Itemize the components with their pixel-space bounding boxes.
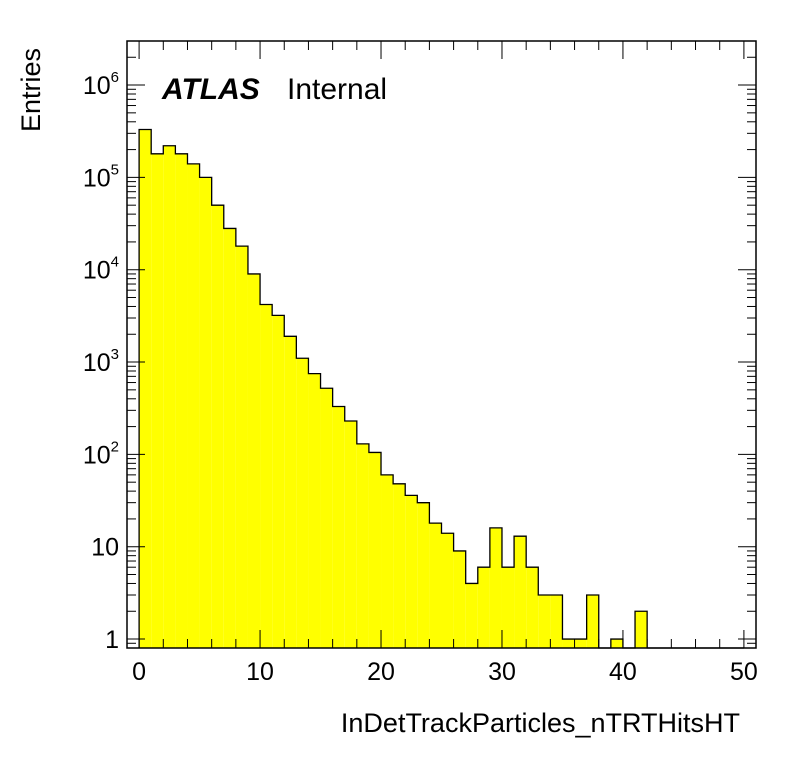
- x-tick-label: 10: [246, 658, 274, 686]
- y-tick-labels: 1 10 102 103 104 105 106: [83, 69, 119, 654]
- histogram-bin-27: [465, 583, 478, 648]
- y-tick-label: 106: [83, 69, 119, 100]
- histogram-bin-25: [441, 533, 454, 648]
- x-tick-label: 20: [367, 658, 395, 686]
- y-tick-label: 1: [105, 626, 119, 654]
- histogram-bin-18: [356, 443, 369, 648]
- histogram-bin-30: [501, 567, 515, 648]
- histogram-bin-1: [151, 153, 164, 648]
- x-tick-label: 0: [132, 658, 146, 686]
- histogram-bin-31: [514, 536, 527, 648]
- histogram-bin-36: [574, 639, 587, 648]
- y-tick-label: 103: [83, 346, 119, 377]
- histogram-bin-14: [308, 373, 321, 648]
- x-axis-title: InDetTrackParticles_nTRTHitsHT: [341, 708, 740, 738]
- y-axis-title: Entries: [16, 48, 46, 132]
- histogram-bin-15: [320, 388, 333, 648]
- histogram-bin-7: [223, 228, 236, 648]
- histogram-bin-39: [610, 639, 623, 648]
- histogram-bin-21: [393, 483, 406, 648]
- histogram-bin-22: [405, 495, 418, 648]
- axis-ticks: [127, 40, 756, 649]
- histogram-bin-12: [284, 336, 297, 648]
- histogram-bin-8: [235, 246, 248, 648]
- x-tick-label: 40: [609, 658, 637, 686]
- x-tick-label: 30: [488, 658, 516, 686]
- y-tick-label: 102: [83, 438, 119, 469]
- histogram-bin-3: [175, 153, 188, 648]
- histogram-bin-6: [211, 205, 224, 648]
- plot-frame: [126, 40, 757, 649]
- histogram-bin-10: [260, 304, 273, 648]
- histogram-bin-9: [247, 273, 261, 648]
- y-tick-label: 10: [91, 534, 119, 562]
- histogram-bin-41: [635, 611, 648, 648]
- histogram-bin-37: [586, 594, 599, 648]
- histogram-bin-33: [538, 594, 551, 648]
- histogram-bin-4: [187, 163, 200, 648]
- histogram-bin-5: [199, 177, 212, 648]
- histogram-bin-23: [417, 502, 430, 648]
- histogram-bin-35: [562, 639, 575, 648]
- histogram-bin-34: [550, 594, 563, 648]
- histogram-bars: [139, 129, 648, 648]
- x-tick-label: 50: [730, 658, 758, 686]
- histogram-bin-24: [429, 523, 442, 648]
- histogram-bin-16: [332, 406, 345, 648]
- histogram-bin-28: [477, 567, 490, 648]
- histogram-bin-11: [272, 315, 285, 648]
- x-tick-labels: 0 10 20 30 40 50: [132, 658, 758, 686]
- atlas-label: ATLAS: [161, 73, 260, 106]
- histogram-bin-26: [453, 550, 466, 648]
- histogram-bin-0: [139, 129, 152, 648]
- histogram-bin-2: [163, 145, 176, 648]
- histogram-bin-13: [296, 358, 309, 648]
- histogram-bin-19: [368, 452, 382, 648]
- histogram-bin-17: [344, 420, 357, 648]
- histogram-bin-29: [489, 527, 502, 648]
- status-label: Internal: [287, 73, 387, 106]
- y-tick-label: 104: [83, 254, 119, 285]
- y-tick-label: 105: [83, 161, 119, 192]
- histogram-bin-32: [526, 567, 539, 648]
- histogram-bin-20: [381, 474, 394, 648]
